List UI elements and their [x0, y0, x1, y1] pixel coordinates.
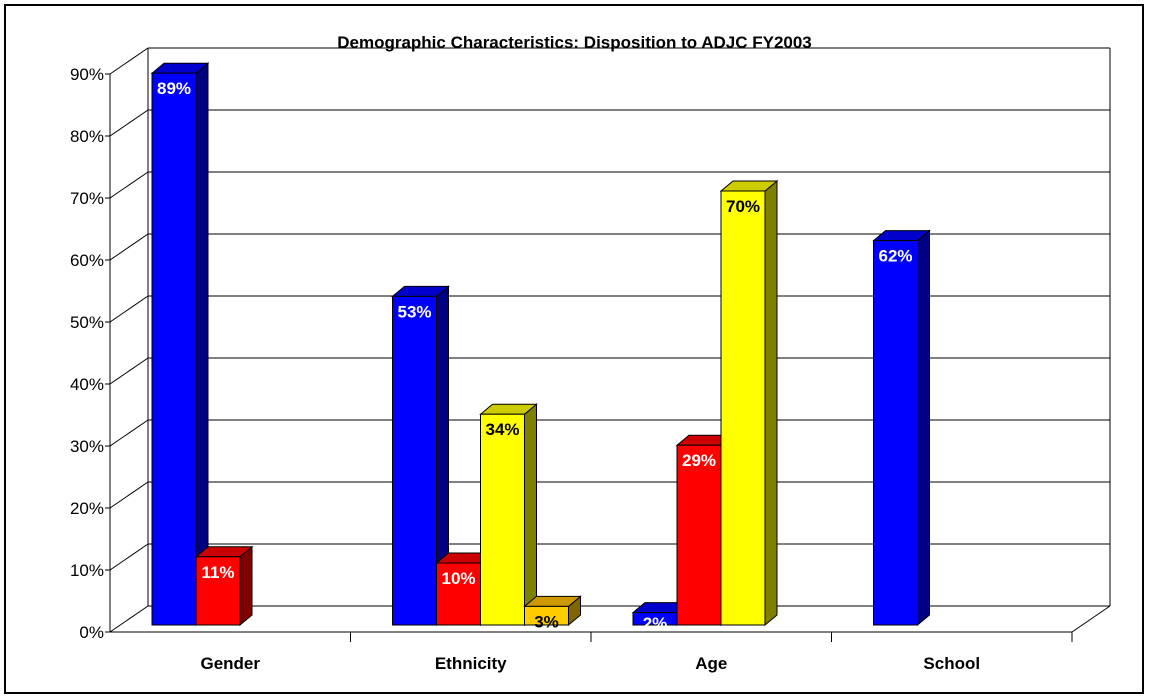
bar	[151, 72, 197, 626]
bar	[720, 190, 766, 626]
y-tick-label: 60%	[70, 251, 104, 270]
y-tick-label: 40%	[70, 375, 104, 394]
x-tick-label: Gender	[200, 654, 260, 673]
data-label: 3%	[534, 612, 559, 631]
data-label: 70%	[726, 197, 760, 216]
data-label: 53%	[397, 302, 431, 321]
data-label: 10%	[441, 569, 475, 588]
data-label: 11%	[201, 563, 234, 582]
bar	[436, 562, 481, 626]
bar	[195, 556, 241, 626]
floor-right-edge	[1071, 605, 1111, 633]
y-tick-label: 50%	[70, 313, 104, 332]
bar	[480, 413, 525, 626]
side-wall-gridline	[109, 171, 149, 199]
y-tick-label: 20%	[70, 499, 104, 518]
x-tick-label: School	[923, 654, 980, 673]
x-tick-label: Ethnicity	[435, 654, 507, 673]
chart-title: Demographic Characteristics: Disposition…	[337, 33, 812, 52]
y-tick-label: 80%	[70, 127, 104, 146]
data-label: 29%	[682, 451, 716, 470]
data-label: 62%	[878, 247, 912, 266]
bar	[676, 444, 722, 626]
side-wall-gridline	[109, 605, 149, 633]
side-wall-gridline	[109, 233, 149, 261]
bar-side	[917, 229, 930, 627]
bar-side	[524, 403, 537, 627]
y-tick-label: 30%	[70, 437, 104, 456]
side-wall-gridline	[109, 481, 149, 509]
side-wall-gridline	[109, 543, 149, 571]
bar-side	[239, 545, 253, 627]
data-label: 89%	[157, 79, 191, 98]
y-tick-label: 10%	[70, 561, 104, 580]
data-label: 34%	[485, 420, 519, 439]
bar	[392, 295, 437, 626]
bar	[524, 605, 569, 626]
y-tick-label: 70%	[70, 189, 104, 208]
side-wall-gridline	[109, 357, 149, 385]
bar	[873, 240, 918, 626]
y-tick-label: 0%	[79, 623, 104, 642]
side-wall-gridline	[109, 295, 149, 323]
side-wall-gridline	[109, 109, 149, 137]
y-tick-label: 90%	[70, 65, 104, 84]
data-label: 2%	[643, 614, 668, 633]
side-wall-gridline	[109, 419, 149, 447]
bar-side	[195, 62, 209, 627]
side-wall-gridline	[109, 47, 149, 75]
x-tick-label: Age	[695, 654, 727, 673]
bar-side	[764, 179, 778, 627]
